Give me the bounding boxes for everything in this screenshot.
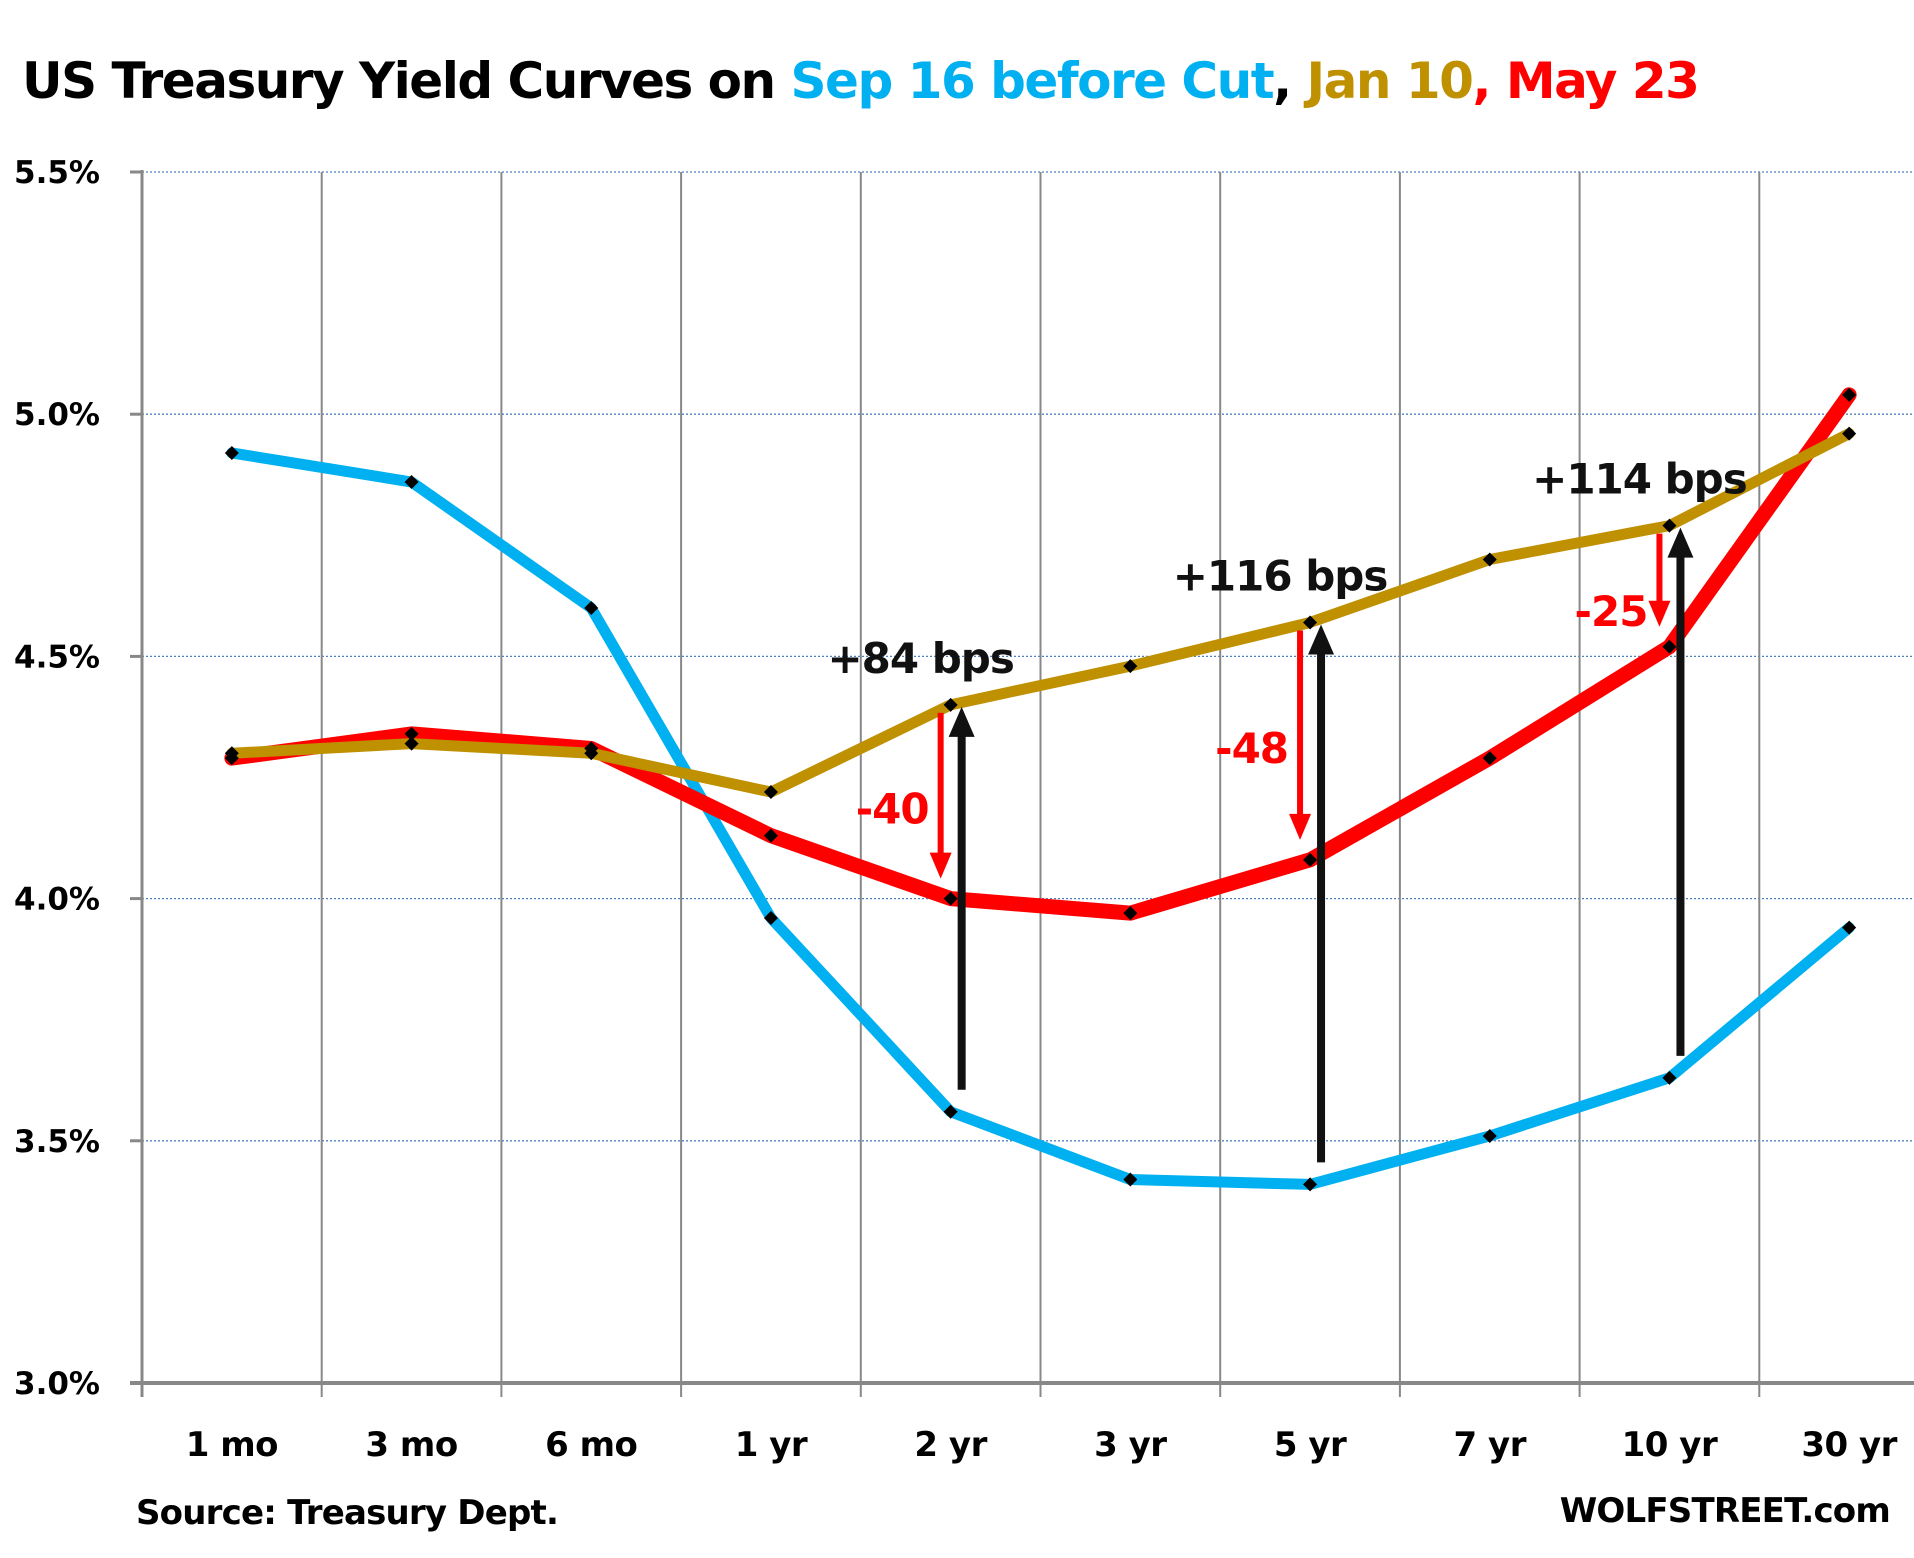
data-point-marker	[1662, 639, 1677, 654]
increase-arrow-head	[1667, 527, 1694, 558]
series-line-1	[226, 447, 1855, 1190]
decrease-arrow-head	[1648, 600, 1671, 627]
x-tick-label: 5 yr	[1274, 1425, 1347, 1465]
x-tick-label: 6 mo	[545, 1425, 637, 1465]
y-tick-label: 5.0%	[14, 397, 100, 433]
decrease-label: -40	[856, 785, 929, 834]
increase-arrow-head	[948, 706, 975, 737]
title-part: ,	[1273, 52, 1306, 110]
series-markers	[224, 387, 1857, 1192]
x-tick-label: 2 yr	[914, 1425, 987, 1465]
data-point-marker	[943, 891, 958, 906]
x-axis: 1 mo 3 mo 6 mo 1 yr 2 yr 3 yr 5 yr 7 yr 10 yr 30 …	[130, 1381, 1914, 1465]
data-point-marker	[1662, 1070, 1677, 1085]
data-point-marker	[763, 828, 778, 843]
data-point-marker	[584, 746, 599, 761]
gridlines	[142, 171, 1914, 1397]
data-point-marker	[1123, 1172, 1138, 1187]
decrease-label: -25	[1575, 587, 1648, 636]
data-point-marker	[1123, 659, 1138, 674]
increase-label: +84 bps	[827, 634, 1013, 683]
decrease-arrow-head	[929, 852, 952, 879]
data-point-marker	[1303, 1177, 1318, 1192]
x-tick-label: 7 yr	[1454, 1425, 1527, 1465]
data-point-marker	[943, 1104, 958, 1119]
data-point-marker	[1482, 751, 1497, 766]
data-point-marker	[224, 746, 239, 761]
x-tick-label: 1 yr	[735, 1425, 808, 1465]
title-part: Jan 10	[1304, 52, 1473, 110]
data-point-marker	[763, 910, 778, 925]
data-point-marker	[1842, 387, 1857, 402]
annotations: +84 bps -40 +116 bps -48 +114 bps -25	[827, 455, 1748, 1163]
data-point-marker	[404, 475, 419, 490]
y-tick-label: 3.5%	[14, 1124, 100, 1160]
data-point-marker	[1662, 518, 1677, 533]
decrease-label: -48	[1215, 724, 1288, 773]
data-point-marker	[224, 445, 239, 460]
series-line-2	[224, 387, 1857, 921]
x-tick-label: 3 yr	[1094, 1425, 1167, 1465]
increase-arrow-head	[1308, 624, 1335, 655]
series-line-3	[226, 428, 1855, 798]
data-point-marker	[1303, 852, 1318, 867]
title-part: May 23	[1506, 52, 1699, 110]
data-point-marker	[943, 697, 958, 712]
chart-title: US Treasury Yield Curves on Sep 16 befor…	[22, 52, 1698, 110]
title-part: ,	[1472, 52, 1505, 110]
y-tick-label: 4.5%	[14, 639, 100, 675]
y-axis: 3.0% 3.5% 4.0% 4.5% 5.0% 5.5%	[14, 155, 144, 1402]
data-point-marker	[404, 736, 419, 751]
title-part: US Treasury Yield Curves on	[22, 52, 791, 110]
increase-label: +116 bps	[1173, 551, 1388, 600]
x-tick-label: 10 yr	[1622, 1425, 1718, 1465]
y-tick-label: 5.5%	[14, 155, 100, 191]
x-tick-label: 3 mo	[365, 1425, 457, 1465]
data-point-marker	[1482, 1128, 1497, 1143]
data-point-marker	[1123, 906, 1138, 921]
data-point-marker	[584, 600, 599, 615]
decrease-arrow-head	[1289, 813, 1312, 840]
x-tick-label: 30 yr	[1801, 1425, 1897, 1465]
credit-label: WOLFSTREET.com	[1560, 1491, 1890, 1531]
data-point-marker	[1482, 552, 1497, 567]
data-point-marker	[763, 785, 778, 800]
y-tick-label: 3.0%	[14, 1366, 100, 1402]
increase-label: +114 bps	[1532, 455, 1747, 504]
data-point-marker	[1303, 615, 1318, 630]
data-point-marker	[1842, 426, 1857, 441]
source-label: Source: Treasury Dept.	[136, 1493, 558, 1533]
data-point-marker	[404, 726, 419, 741]
series-lines	[224, 387, 1857, 1190]
x-tick-label: 1 mo	[186, 1425, 278, 1465]
data-point-marker	[1842, 920, 1857, 935]
y-tick-label: 4.0%	[14, 882, 100, 918]
title-part: Sep 16 before Cut	[791, 52, 1274, 110]
